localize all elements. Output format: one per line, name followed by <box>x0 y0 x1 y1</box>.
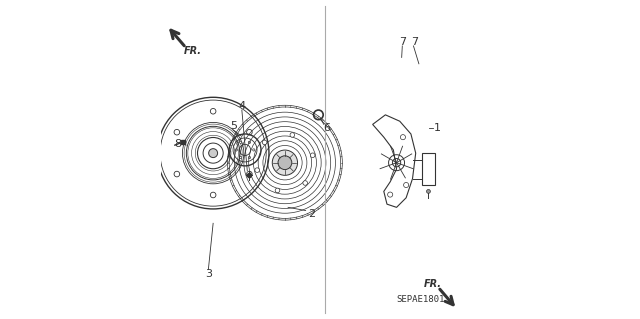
Circle shape <box>272 150 298 175</box>
Circle shape <box>278 156 292 170</box>
Circle shape <box>290 133 294 137</box>
Text: 3: 3 <box>205 269 212 279</box>
Circle shape <box>248 156 250 159</box>
Circle shape <box>246 130 252 135</box>
Circle shape <box>401 135 406 140</box>
Text: 1: 1 <box>434 122 441 133</box>
Circle shape <box>209 149 218 158</box>
Text: 8: 8 <box>175 138 182 149</box>
Text: 5: 5 <box>230 121 237 131</box>
Text: 7: 7 <box>412 37 419 47</box>
Circle shape <box>388 192 393 197</box>
Circle shape <box>211 108 216 114</box>
Text: FR.: FR. <box>424 279 442 289</box>
Text: 7: 7 <box>399 37 406 47</box>
Text: FR.: FR. <box>184 46 202 56</box>
Text: 4: 4 <box>238 101 245 111</box>
Text: SEPAE1801: SEPAE1801 <box>396 295 445 304</box>
Circle shape <box>262 140 267 145</box>
Circle shape <box>239 141 242 144</box>
Circle shape <box>246 171 252 177</box>
Circle shape <box>303 181 307 185</box>
Circle shape <box>211 192 216 198</box>
Circle shape <box>253 149 255 151</box>
Text: 2: 2 <box>308 209 316 219</box>
Circle shape <box>174 130 180 135</box>
Circle shape <box>310 153 315 158</box>
Circle shape <box>255 168 259 172</box>
Circle shape <box>275 188 280 193</box>
Circle shape <box>248 141 250 144</box>
Circle shape <box>239 156 242 159</box>
Circle shape <box>174 171 180 177</box>
Circle shape <box>235 149 237 151</box>
Circle shape <box>404 182 409 188</box>
Text: 6: 6 <box>323 122 330 133</box>
Circle shape <box>426 189 430 193</box>
